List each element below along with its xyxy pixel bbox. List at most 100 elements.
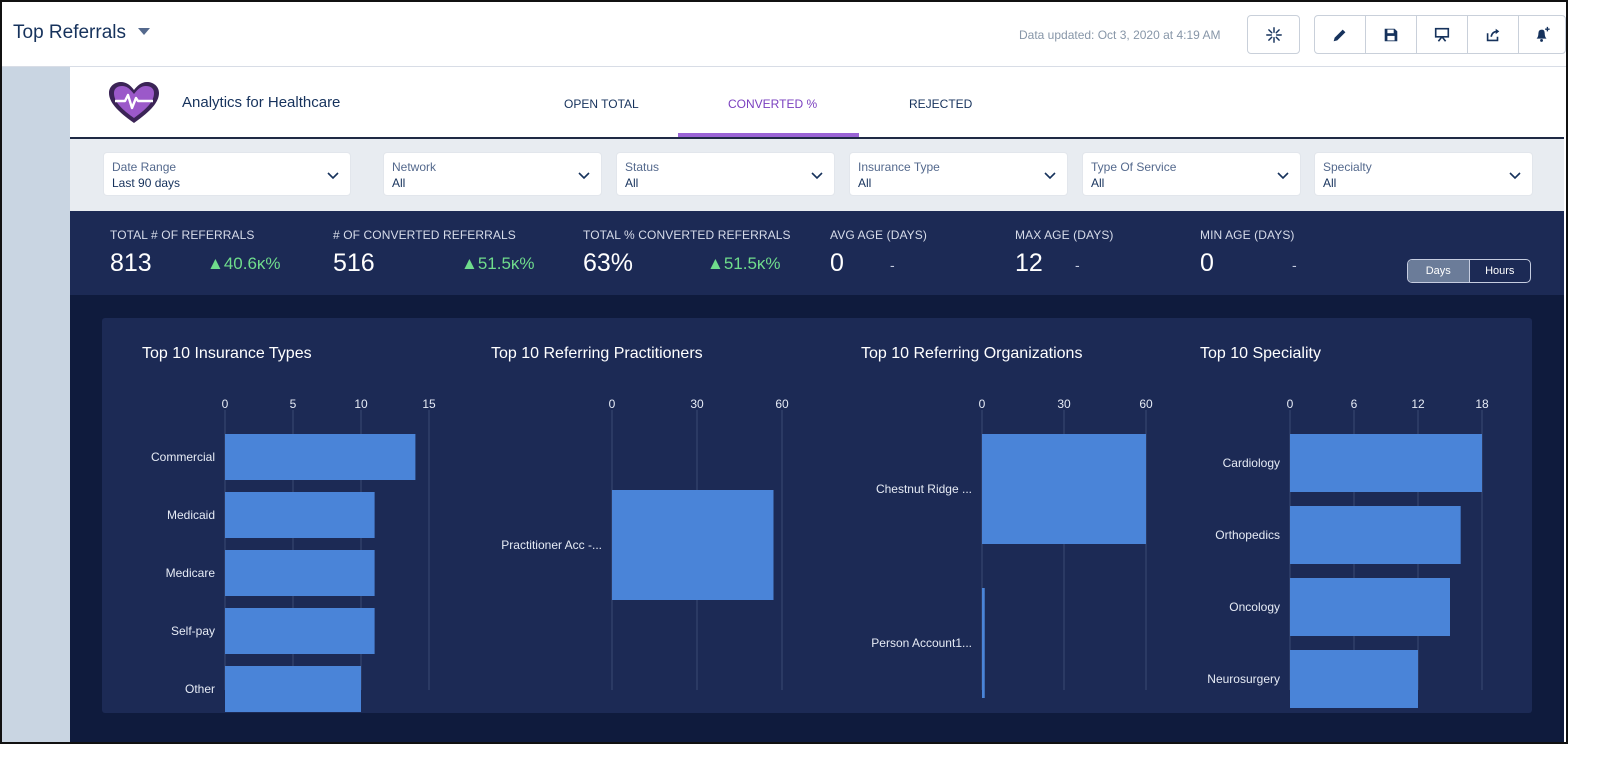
category-label: Self-pay (171, 624, 215, 638)
x-tick-label: 18 (1475, 397, 1489, 411)
bar[interactable] (225, 492, 375, 538)
bar[interactable] (982, 588, 985, 698)
x-tick-label: 0 (222, 397, 229, 411)
bell-plus-icon (1536, 26, 1550, 42)
bar[interactable] (982, 434, 1146, 544)
kpi-label: TOTAL % CONVERTED REFERRALS (583, 228, 791, 242)
days-hours-toggle: Days Hours (1407, 259, 1531, 283)
date-range-filter[interactable]: Date Range Last 90 days (103, 152, 351, 196)
x-tick-label: 30 (1057, 397, 1071, 411)
kpi-label: AVG AGE (DAYS) (830, 228, 927, 242)
kpi-delta: ▲51.5κ% (461, 254, 535, 273)
share-button[interactable] (1467, 15, 1519, 54)
save-icon (1384, 28, 1398, 41)
bar[interactable] (1290, 434, 1482, 492)
specialty-filter[interactable]: Specialty All (1314, 152, 1533, 196)
app-name: Analytics for Healthcare (182, 94, 341, 111)
chevron-down-icon (1509, 172, 1521, 180)
status-filter[interactable]: Status All (616, 152, 835, 196)
kpi-value: 63% (583, 249, 634, 277)
tab-open-total[interactable]: OPEN TOTAL (564, 97, 639, 111)
filter-value: All (1091, 176, 1105, 190)
filter-label: Network (392, 160, 437, 174)
x-tick-label: 10 (354, 397, 368, 411)
category-label: Cardiology (1223, 456, 1280, 470)
tab-converted-percent[interactable]: CONVERTED % (728, 97, 818, 111)
title-dropdown-icon[interactable] (138, 28, 150, 35)
category-label: Commercial (151, 450, 215, 464)
kpi-value: 0 (830, 249, 844, 277)
kpi-value: 516 (333, 249, 375, 277)
kpi-band: TOTAL # OF REFERRALS 813 ▲40.6κ% # OF CO… (70, 211, 1564, 295)
chevron-down-icon (578, 172, 590, 180)
chevron-down-icon (1277, 172, 1289, 180)
speciality-chart: 0 6 12 18 Cardiology Orthopedics Oncology Neuro… (1207, 397, 1489, 708)
bar[interactable] (1290, 578, 1450, 636)
organizations-chart: 0 30 60 Chestnut Ridge ... Person Account1..… (871, 397, 1153, 698)
bar[interactable] (612, 490, 774, 600)
chart-title-insurance: Top 10 Insurance Types (142, 345, 312, 362)
filter-bar: Date Range Last 90 days Network All Stat… (70, 139, 1564, 211)
insurance-types-chart: 0 5 10 15 Commercial Medicaid Medicare Self-pay… (151, 397, 436, 712)
chart-title-organizations: Top 10 Referring Organizations (861, 345, 1083, 362)
network-filter[interactable]: Network All (383, 152, 602, 196)
practitioners-chart: 0 30 60 Practitioner Acc -... (501, 397, 789, 690)
bar[interactable] (1290, 650, 1418, 708)
filter-value: Last 90 days (112, 176, 181, 190)
data-updated-text: Data updated: Oct 3, 2020 at 4:19 AM (1019, 28, 1221, 42)
bar[interactable] (225, 608, 375, 654)
hours-toggle-button[interactable]: Hours (1468, 260, 1531, 282)
filter-value: All (625, 176, 639, 190)
kpi-delta: ▲51.5κ% (707, 254, 781, 273)
kpi-value: 0 (1200, 249, 1214, 277)
chart-title-speciality: Top 10 Speciality (1200, 345, 1321, 362)
share-icon (1486, 28, 1500, 41)
x-tick-label: 30 (690, 397, 704, 411)
category-label: Oncology (1229, 600, 1280, 614)
active-tab-indicator (678, 133, 859, 137)
x-tick-label: 0 (609, 397, 616, 411)
kpi-delta: ▲40.6κ% (207, 254, 281, 273)
category-label: Other (185, 682, 215, 696)
heart-logo-icon (109, 82, 159, 123)
x-tick-label: 0 (1287, 397, 1294, 411)
x-tick-label: 15 (422, 397, 436, 411)
x-tick-label: 0 (979, 397, 986, 411)
notification-button[interactable] (1518, 15, 1566, 54)
category-label: Medicaid (167, 508, 215, 522)
x-tick-label: 6 (1351, 397, 1358, 411)
category-label: Medicare (166, 566, 216, 580)
category-label: Person Account1... (871, 636, 972, 650)
kpi-label: MAX AGE (DAYS) (1015, 228, 1114, 242)
kpi-label: TOTAL # OF REFERRALS (110, 228, 255, 242)
edit-button[interactable] (1314, 15, 1366, 54)
days-toggle-button[interactable]: Days (1408, 260, 1469, 282)
x-tick-label: 5 (290, 397, 297, 411)
insurance-type-filter[interactable]: Insurance Type All (849, 152, 1068, 196)
category-label: Chestnut Ridge ... (876, 482, 972, 496)
filter-label: Date Range (112, 160, 177, 174)
filter-value: All (1323, 176, 1337, 190)
bar[interactable] (225, 550, 375, 596)
filter-value: All (858, 176, 872, 190)
app-header: Analytics for Healthcare OPEN TOTAL CONV… (70, 67, 1564, 139)
pencil-icon (1333, 29, 1346, 41)
filter-label: Status (625, 160, 660, 174)
chevron-down-icon (811, 172, 823, 180)
chevron-down-icon (1044, 172, 1056, 180)
refresh-button[interactable] (1247, 15, 1300, 54)
bar[interactable] (1290, 506, 1461, 564)
presentation-icon (1434, 27, 1450, 42)
tab-rejected[interactable]: REJECTED (909, 97, 973, 111)
filter-label: Insurance Type (858, 160, 940, 174)
x-tick-label: 60 (1139, 397, 1153, 411)
chevron-down-icon (327, 172, 339, 180)
kpi-value: 813 (110, 249, 152, 277)
type-of-service-filter[interactable]: Type Of Service All (1082, 152, 1301, 196)
present-button[interactable] (1416, 15, 1468, 54)
save-button[interactable] (1365, 15, 1417, 54)
left-gutter (2, 67, 70, 742)
category-label: Neurosurgery (1207, 672, 1280, 686)
bar[interactable] (225, 434, 416, 480)
bar[interactable] (225, 666, 361, 712)
